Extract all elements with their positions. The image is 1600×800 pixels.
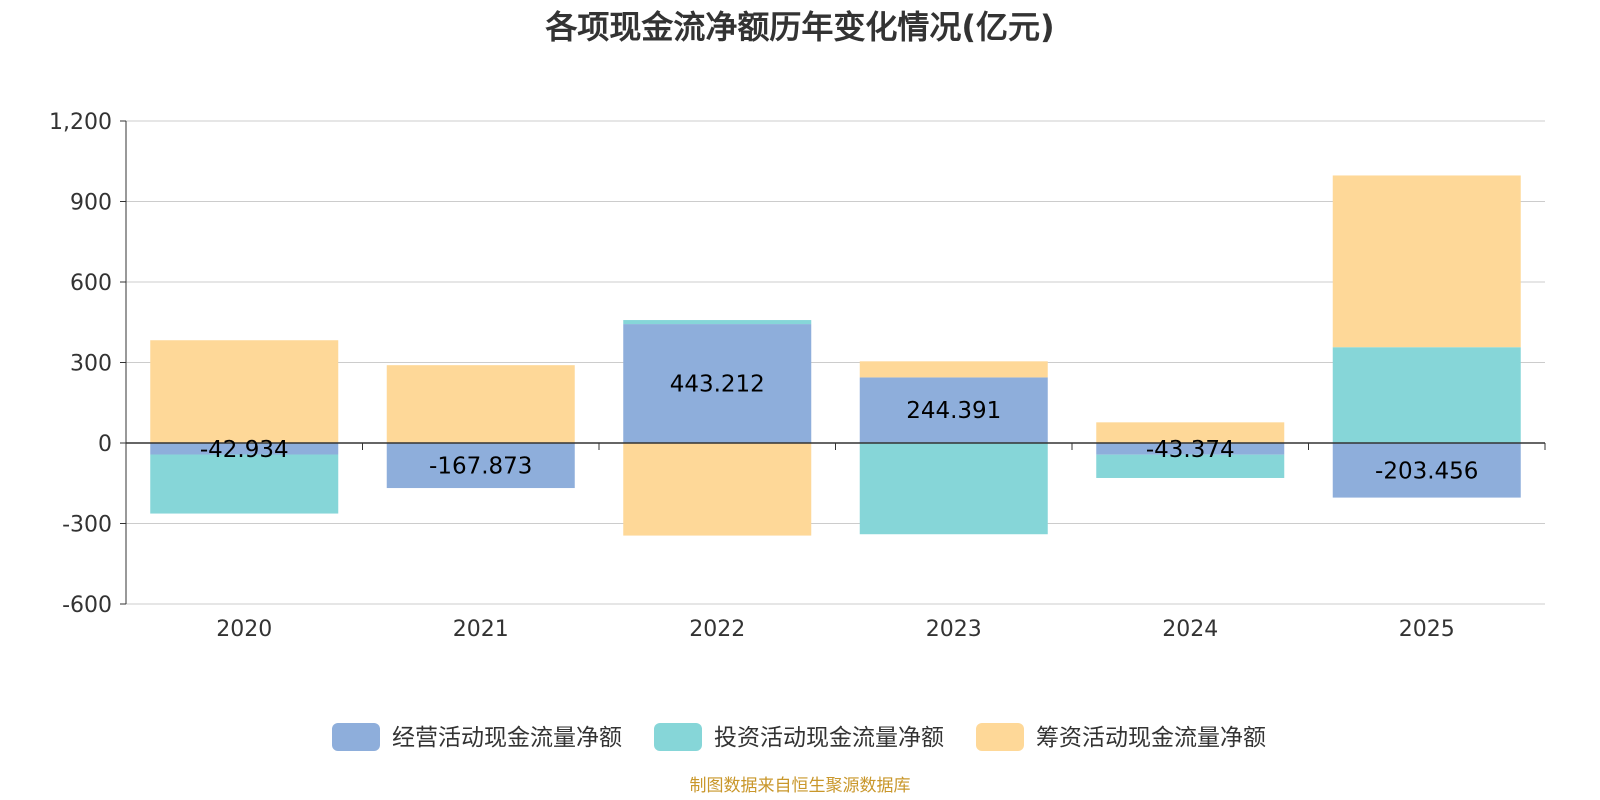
bars — [150, 175, 1521, 536]
legend-swatch — [976, 723, 1024, 751]
bar-segment — [1332, 175, 1521, 348]
bar-segment — [623, 320, 812, 325]
y-tick-label: 600 — [70, 271, 112, 296]
chart-title: 各项现金流净额历年变化情况(亿元) — [545, 8, 1054, 46]
data-label: -203.456 — [1375, 458, 1478, 484]
y-tick-label: 0 — [98, 432, 112, 457]
legend-swatch — [654, 723, 702, 751]
bar-segment — [1096, 422, 1285, 443]
data-label: 244.391 — [906, 398, 1001, 424]
axes: -600 -300 0 300 600 900 1,200 2020 2021 2022 2023 2… — [49, 110, 1546, 642]
data-label: -43.374 — [1146, 437, 1235, 463]
data-label: 443.212 — [670, 372, 765, 398]
grid-lines — [126, 120, 1545, 605]
bar-segment — [150, 340, 339, 443]
source-note: 制图数据来自恒生聚源数据库 — [690, 776, 911, 796]
y-tick-label: -600 — [62, 593, 112, 618]
x-tick-label: 2025 — [1399, 617, 1455, 642]
legend-swatch — [332, 723, 380, 751]
y-tick-label: 300 — [70, 352, 112, 377]
bar-segment — [623, 324, 812, 443]
x-tick-label: 2020 — [216, 617, 272, 642]
legend-label: 经营活动现金流量净额 — [392, 725, 622, 751]
bar-segment — [150, 443, 339, 455]
legend-label: 筹资活动现金流量净额 — [1036, 725, 1266, 751]
legend-label: 投资活动现金流量净额 — [714, 725, 944, 751]
data-labels: -42.934 -167.873 443.212 244.391 -43.374 -203… — [200, 372, 1479, 485]
bar-segment — [859, 443, 1048, 535]
x-tick-label: 2024 — [1162, 617, 1218, 642]
y-tick-label: 1,200 — [49, 110, 112, 135]
x-tick-label: 2023 — [926, 617, 982, 642]
bar-segment — [623, 443, 812, 536]
data-label: -42.934 — [200, 437, 289, 463]
data-label: -167.873 — [429, 454, 532, 480]
bar-segment — [1096, 454, 1285, 478]
bar-segment — [1096, 443, 1285, 455]
y-tick-label: 900 — [70, 191, 112, 216]
bar-segment — [859, 361, 1048, 378]
x-tick-label: 2022 — [689, 617, 745, 642]
bar-segment — [150, 454, 339, 514]
bar-segment — [1332, 347, 1521, 443]
bar-segment — [386, 443, 575, 489]
x-tick-label: 2021 — [453, 617, 509, 642]
bar-segment — [386, 365, 575, 443]
legend: 经营活动现金流量净额 投资活动现金流量净额 筹资活动现金流量净额 — [332, 723, 1266, 751]
y-tick-label: -300 — [62, 513, 112, 538]
bar-segment — [1332, 443, 1521, 498]
bar-segment — [859, 377, 1048, 443]
